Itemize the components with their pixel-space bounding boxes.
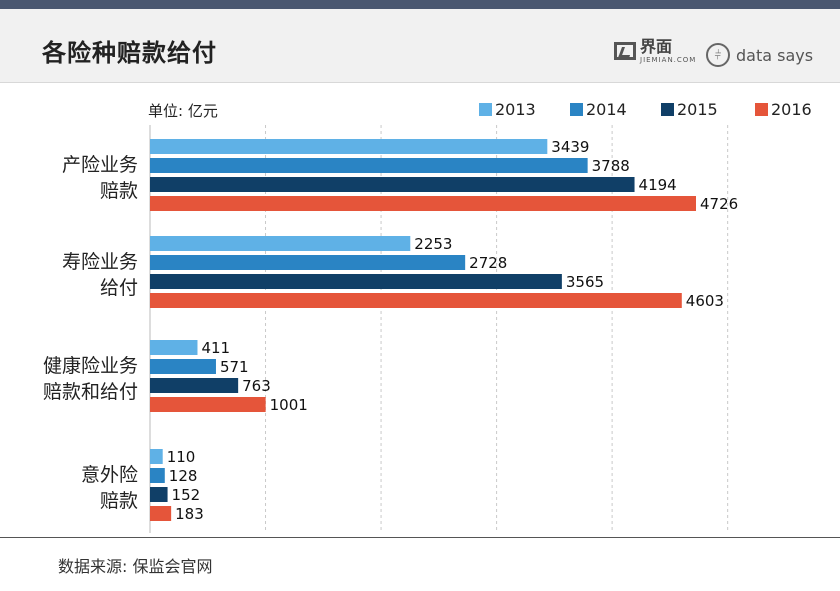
data-label: 152	[172, 486, 201, 504]
bar	[150, 378, 239, 393]
data-source: 数据来源: 保监会官网	[58, 557, 213, 576]
jiemian-logo-icon	[614, 42, 636, 60]
bar	[150, 340, 198, 355]
data-label: 3565	[566, 273, 604, 291]
jiemian-logo[interactable]: 界面 JIEMIAN.COM	[614, 36, 696, 66]
top-accent-bar	[0, 0, 840, 9]
bar	[150, 236, 411, 251]
data-label: 3439	[551, 138, 589, 156]
legend-label: 2013	[495, 100, 536, 119]
legend-label: 2015	[677, 100, 718, 119]
header: 各险种赔款给付 界面 JIEMIAN.COM ⫩ data says	[0, 9, 840, 83]
data-label: 4603	[686, 292, 724, 310]
data-label: 4194	[639, 176, 677, 194]
datasays-logo[interactable]: ⫩ data says	[706, 43, 813, 67]
bar	[150, 158, 588, 173]
category-label: 赔款	[100, 180, 138, 202]
data-label: 4726	[700, 195, 738, 213]
bar	[150, 177, 635, 192]
category-label: 给付	[100, 277, 138, 299]
bar	[150, 359, 216, 374]
legend-swatch	[479, 103, 492, 116]
category-label: 赔款	[100, 490, 138, 512]
data-label: 411	[201, 339, 230, 357]
bar-chart: 单位: 亿元 2013 2014 2015 2016产险业务赔款寿险业务给付健康险业务赔…	[43, 100, 812, 533]
chart-title: 各险种赔款给付	[42, 39, 217, 67]
category-label: 产险业务	[62, 154, 138, 176]
datasays-icon: ⫩	[706, 43, 730, 67]
bar	[150, 397, 266, 412]
chart-bottom-divider	[0, 537, 840, 538]
bar	[150, 196, 696, 211]
bar	[150, 255, 466, 270]
data-label: 1001	[270, 396, 308, 414]
brand-name-en: JIEMIAN.COM	[640, 55, 697, 64]
category-label: 意外险	[81, 464, 138, 486]
unit-label: 单位: 亿元	[148, 102, 218, 120]
category-label: 赔款和给付	[43, 381, 138, 403]
data-label: 763	[242, 377, 271, 395]
legend-swatch	[755, 103, 768, 116]
legend-label: 2016	[771, 100, 812, 119]
data-label: 183	[175, 505, 204, 523]
bar	[150, 449, 163, 464]
legend-swatch	[661, 103, 674, 116]
bar	[150, 293, 682, 308]
data-label: 110	[167, 448, 196, 466]
bar	[150, 468, 165, 483]
bar	[150, 487, 168, 502]
brand-name-cn: 界面	[640, 36, 673, 56]
data-label: 571	[220, 358, 249, 376]
datasays-label: data says	[736, 45, 814, 65]
legend-label: 2014	[586, 100, 627, 119]
data-label: 2253	[414, 235, 452, 253]
bar	[150, 139, 548, 154]
category-label: 健康险业务	[43, 355, 138, 377]
data-label: 3788	[592, 157, 630, 175]
legend-swatch	[570, 103, 583, 116]
bar	[150, 274, 562, 289]
data-label: 128	[169, 467, 198, 485]
category-label: 寿险业务	[62, 251, 138, 273]
bar	[150, 506, 172, 521]
data-label: 2728	[469, 254, 507, 272]
